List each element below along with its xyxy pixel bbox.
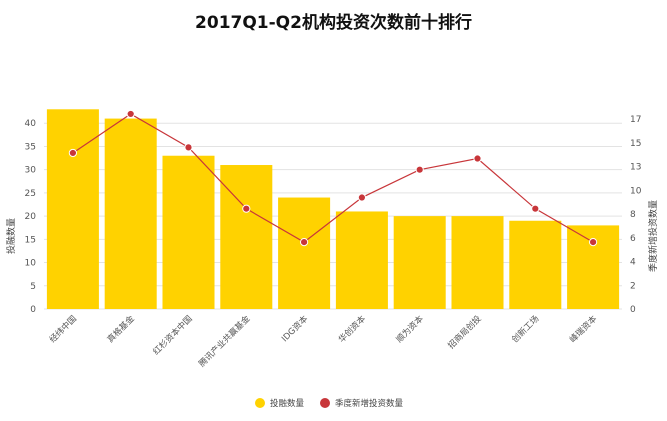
line-point <box>415 165 424 174</box>
y2-tick-label: 13 <box>630 163 641 173</box>
x-tick-label: 顺为资本 <box>394 313 426 345</box>
y2-tick-label: 0 <box>630 305 636 315</box>
bar <box>162 155 215 309</box>
x-tick-label: 峰瑞资本 <box>567 313 599 345</box>
x-tick-label: 创新工场 <box>510 313 542 345</box>
y2-axis-label: 季度新增投资数量 <box>647 200 659 272</box>
x-tick-label: IDG资本 <box>279 313 310 344</box>
y-tick-label: 20 <box>25 212 37 222</box>
legend-label: 季度新增投资数量 <box>335 398 404 409</box>
y-tick-label: 25 <box>25 189 36 199</box>
bar <box>335 211 388 309</box>
x-tick-label: 真格基金 <box>105 313 137 345</box>
series-line <box>72 113 594 243</box>
y-tick-label: 0 <box>30 305 36 315</box>
line-point <box>357 193 366 202</box>
bar <box>220 165 273 309</box>
line-point <box>300 238 309 247</box>
x-tick-label: 招商局创投 <box>446 313 484 351</box>
x-tick-label: 经纬中国 <box>47 313 79 345</box>
line-point <box>68 148 78 158</box>
y2-tick-label: 8 <box>630 210 636 220</box>
line-point <box>531 204 540 213</box>
bar <box>46 109 99 310</box>
line-point <box>184 143 193 152</box>
y2-tick-label: 15 <box>630 139 641 149</box>
legend-marker-line <box>320 398 330 408</box>
y-tick-label: 15 <box>25 235 36 245</box>
line-point <box>126 109 135 119</box>
bar <box>567 225 620 309</box>
line-point <box>589 238 598 247</box>
bar <box>104 118 157 309</box>
line-point <box>473 154 482 163</box>
y2-tick-label: 17 <box>630 115 641 125</box>
y-tick-label: 35 <box>25 142 36 152</box>
x-tick-label: 红杉资本中国 <box>151 313 195 357</box>
chart-title: 2017Q1-Q2机构投资次数前十排行 <box>195 13 472 33</box>
y2-tick-label: 10 <box>630 186 642 196</box>
legend-marker-bar <box>255 398 265 408</box>
bar <box>509 220 562 309</box>
y-tick-label: 40 <box>25 119 37 129</box>
y-tick-label: 5 <box>30 282 36 292</box>
bar <box>278 197 331 309</box>
x-tick-label: 腾讯产业共赢基金 <box>197 313 253 369</box>
bar <box>393 216 446 309</box>
bar <box>451 216 504 309</box>
y-tick-label: 30 <box>25 166 37 176</box>
legend-label: 投融数量 <box>270 398 305 409</box>
y2-tick-label: 4 <box>630 258 636 268</box>
line-point <box>242 204 251 213</box>
y-axis-label: 投融数量 <box>5 218 17 254</box>
y2-tick-label: 2 <box>630 281 636 291</box>
x-tick-label: 华创资本 <box>336 313 368 345</box>
y-tick-label: 10 <box>25 259 37 269</box>
y2-tick-label: 6 <box>630 234 636 244</box>
